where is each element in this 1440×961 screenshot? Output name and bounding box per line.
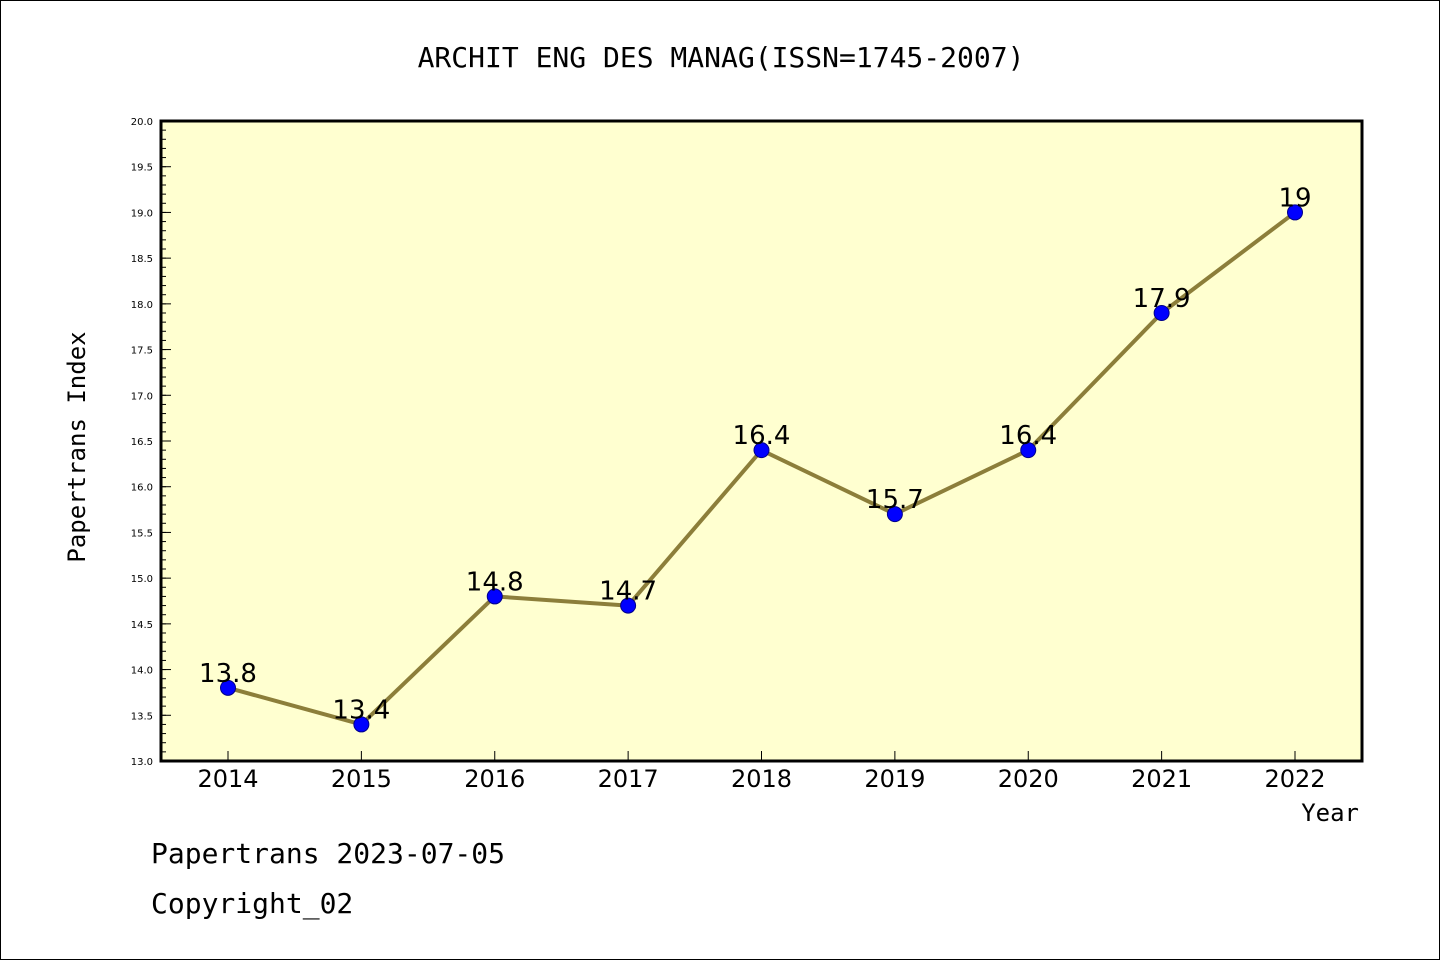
- y-tick-label: 17.5: [131, 346, 153, 357]
- y-tick-label: 18.5: [131, 254, 153, 265]
- x-tick-label: 2019: [864, 765, 925, 793]
- data-label: 14.8: [466, 567, 524, 597]
- footer-copyright: Copyright_02: [151, 887, 354, 920]
- y-tick-label: 15.0: [131, 574, 153, 585]
- y-tick-label: 14.0: [131, 666, 153, 677]
- y-axis-label: Papertrans Index: [63, 331, 91, 562]
- y-tick-label: 20.0: [131, 117, 153, 128]
- x-tick-label: 2016: [464, 765, 525, 793]
- chart-title: ARCHIT ENG DES MANAG(ISSN=1745-2007): [418, 41, 1025, 74]
- x-tick-label: 2021: [1131, 765, 1192, 793]
- y-tick-label: 13.5: [131, 711, 153, 722]
- data-point: [753, 442, 770, 459]
- x-tick-label: 2022: [1264, 765, 1325, 793]
- y-tick-label: 19.0: [131, 208, 153, 219]
- x-tick-label: 2018: [731, 765, 792, 793]
- x-tick-label: 2017: [598, 765, 659, 793]
- y-tick-label: 14.5: [131, 620, 153, 631]
- data-label: 13.8: [199, 659, 257, 689]
- data-point: [1153, 305, 1170, 321]
- y-tick-label: 15.5: [131, 528, 153, 539]
- data-point: [886, 506, 903, 523]
- data-label: 13.4: [332, 695, 390, 725]
- data-labels: 13.8 13.4 14.8 14.7 16.4 15.7 16.4 17.9 19: [199, 183, 1311, 725]
- data-point: [1287, 204, 1303, 221]
- footer-date: Papertrans 2023-07-05: [151, 837, 506, 870]
- plot-area: [159, 119, 1364, 763]
- y-tick-label: 16.5: [131, 437, 153, 448]
- data-label: 19: [1278, 183, 1311, 213]
- y-tick-label: 18.0: [131, 300, 153, 311]
- data-label: 14.7: [599, 577, 657, 607]
- series-line-group: [220, 204, 1303, 733]
- data-label: 17.9: [1133, 284, 1191, 314]
- x-tick-label: 2020: [998, 765, 1059, 793]
- data-label: 15.7: [866, 485, 924, 515]
- y-tick-label: 16.0: [131, 483, 153, 494]
- x-axis: 2014 2015 2016 2017 2018 2019 2020 2021 2022: [197, 751, 1326, 793]
- y-tick-label: 19.5: [131, 163, 153, 174]
- x-tick-label: 2015: [331, 765, 392, 793]
- data-label: 16.4: [733, 421, 791, 451]
- y-tick-label: 17.0: [131, 391, 153, 402]
- data-point: [486, 588, 503, 605]
- data-point: [353, 716, 370, 733]
- data-point: [620, 597, 637, 614]
- x-axis-label: Year: [1301, 799, 1359, 827]
- y-tick-label: 13.0: [131, 757, 153, 768]
- x-tick-label: 2014: [197, 765, 258, 793]
- y-axis: 13.0 13.5 14.0 14.5 15.0 15.5 16.0 16.5 17.0 17.5…: [131, 117, 171, 768]
- data-point: [1020, 442, 1037, 459]
- data-label: 16.4: [999, 421, 1057, 451]
- data-point: [220, 679, 236, 696]
